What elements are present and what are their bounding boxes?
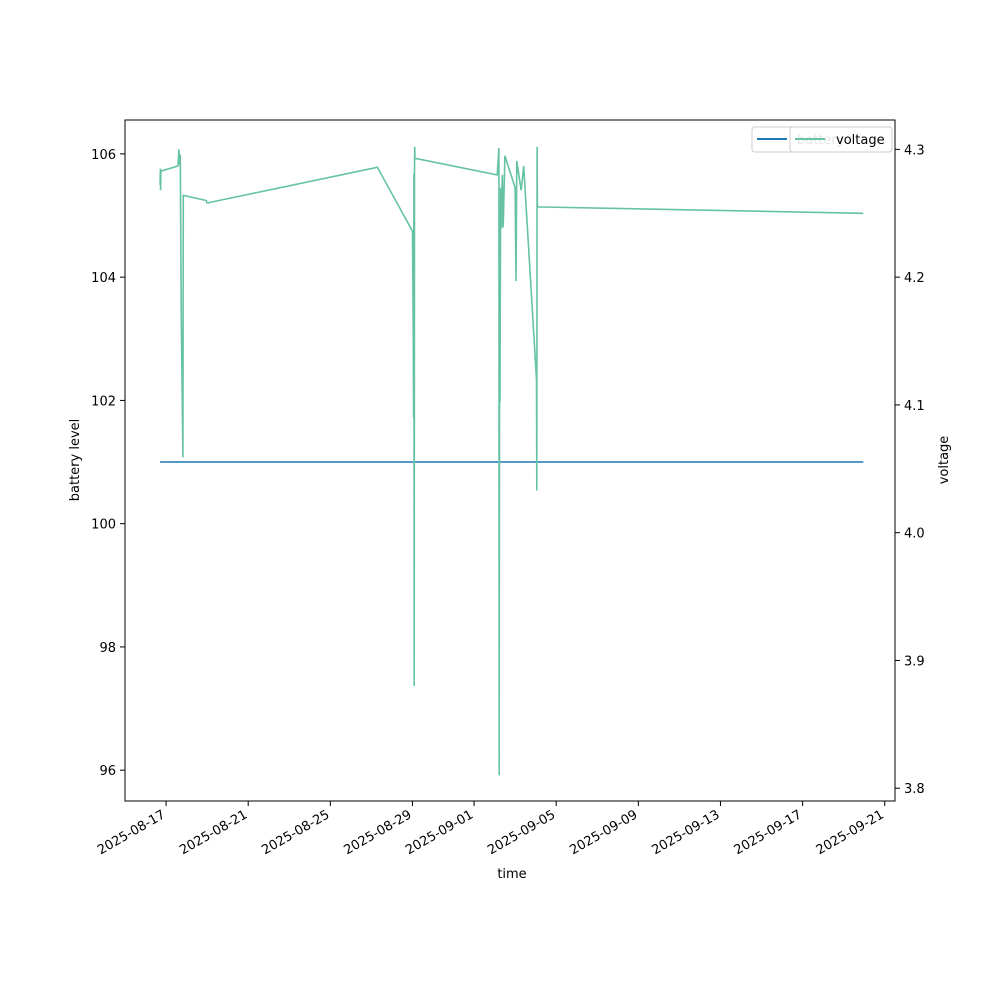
y-tick-label-left: 106 bbox=[91, 148, 116, 163]
y-axis-right: 3.8 3.9 4.0 4.1 4.2 4.3 bbox=[895, 143, 925, 797]
y-tick-label-right: 3.9 bbox=[904, 654, 925, 669]
y-tick-label-right: 4.3 bbox=[904, 143, 925, 158]
x-tick-label: 2025-09-01 bbox=[403, 807, 476, 858]
legend-voltage: voltage bbox=[789, 126, 893, 153]
x-tick-label: 2025-08-21 bbox=[177, 807, 250, 858]
x-tick-label: 2025-09-17 bbox=[732, 807, 805, 858]
x-tick-label: 2025-08-29 bbox=[342, 807, 415, 858]
x-tick-label: 2025-08-17 bbox=[95, 807, 168, 858]
x-tick-label: 2025-09-09 bbox=[567, 807, 640, 858]
y-axis-label-right: voltage bbox=[937, 436, 952, 485]
y-tick-label-right: 4.2 bbox=[904, 271, 925, 286]
y-tick-label-left: 102 bbox=[91, 394, 116, 409]
y-axis-label-left: battery level bbox=[68, 419, 83, 502]
x-tick-label: 2025-09-21 bbox=[814, 807, 887, 858]
series-layer bbox=[159, 146, 864, 776]
y-axis-left: 96 98 100 102 104 106 bbox=[91, 148, 125, 779]
x-tick-label: 2025-09-13 bbox=[650, 807, 723, 858]
y-tick-label-left: 96 bbox=[99, 764, 116, 779]
y-tick-label-right: 3.8 bbox=[904, 782, 925, 797]
y-tick-label-right: 4.0 bbox=[904, 527, 925, 542]
x-tick-label: 2025-09-05 bbox=[485, 807, 558, 858]
y-tick-label-left: 104 bbox=[91, 271, 116, 286]
y-tick-label-left: 100 bbox=[91, 518, 116, 533]
legend-label-voltage: voltage bbox=[836, 133, 885, 148]
plot-frame bbox=[124, 119, 896, 802]
x-axis-label: time bbox=[497, 867, 526, 882]
series-line-voltage bbox=[159, 146, 864, 776]
y-tick-label-left: 98 bbox=[99, 641, 116, 656]
x-tick-label: 2025-08-25 bbox=[259, 807, 332, 858]
x-axis: 2025-08-17 2025-08-21 2025-08-25 2025-08-29… bbox=[95, 801, 887, 858]
y-tick-label-right: 4.1 bbox=[904, 399, 925, 414]
